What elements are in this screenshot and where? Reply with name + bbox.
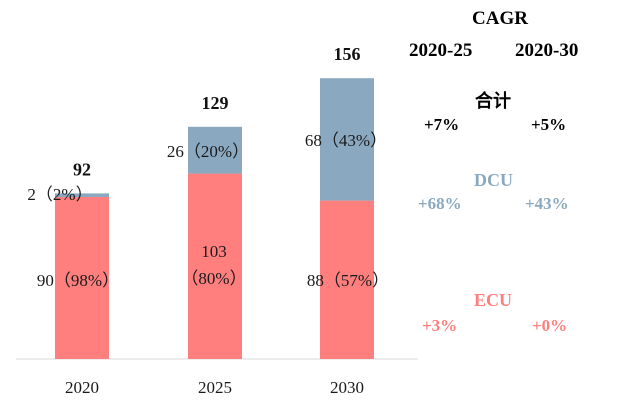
bar-dcu-2025 bbox=[188, 126, 242, 174]
dcu-data-label-2030: 68（43%） bbox=[305, 131, 387, 150]
ecu-data-label-2020: 90（98%） bbox=[37, 271, 119, 290]
bar-dcu-2020 bbox=[55, 193, 109, 197]
cagr-title: CAGR bbox=[472, 8, 528, 29]
ecu-data-label-2025-share: （80%） bbox=[181, 269, 246, 288]
total-label-2030: 156 bbox=[334, 44, 361, 64]
cagr-row-ecu-2020-25: +3% bbox=[422, 316, 458, 335]
dcu-data-label-2025: 26（20%） bbox=[167, 142, 249, 161]
cagr-row-dcu-2020-30: +43% bbox=[525, 194, 569, 213]
cagr-row-total-name: 合计 bbox=[475, 91, 511, 111]
x-tick-label-2020: 2020 bbox=[65, 378, 99, 397]
bar-ecu-2025 bbox=[188, 173, 242, 359]
cagr-row-total-2020-30: +5% bbox=[531, 115, 567, 134]
x-tick-label-2025: 2025 bbox=[198, 378, 232, 397]
cagr-row-dcu-2020-25: +68% bbox=[418, 194, 462, 213]
bar-ecu-2030 bbox=[320, 200, 374, 359]
ecu-data-label-2030: 88（57%） bbox=[307, 271, 389, 290]
cagr-row-ecu-2020-30: +0% bbox=[532, 316, 568, 335]
cagr-row-total-2020-25: +7% bbox=[424, 115, 460, 134]
cagr-row-ecu-name: ECU bbox=[474, 290, 513, 310]
x-tick-label-2030: 2030 bbox=[330, 378, 364, 397]
cagr-period-2020-30: 2020-30 bbox=[515, 40, 579, 61]
ecu-data-label-2025: 103 bbox=[201, 242, 227, 261]
total-label-2025: 129 bbox=[202, 93, 229, 113]
dcu-data-label-2020: 2（2%） bbox=[27, 185, 92, 204]
bar-dcu-2030 bbox=[320, 78, 374, 201]
total-label-2020: 92 bbox=[73, 159, 91, 179]
bar-ecu-2020 bbox=[55, 197, 109, 359]
cagr-row-dcu-name: DCU bbox=[474, 170, 513, 190]
cagr-period-2020-25: 2020-25 bbox=[409, 40, 473, 61]
